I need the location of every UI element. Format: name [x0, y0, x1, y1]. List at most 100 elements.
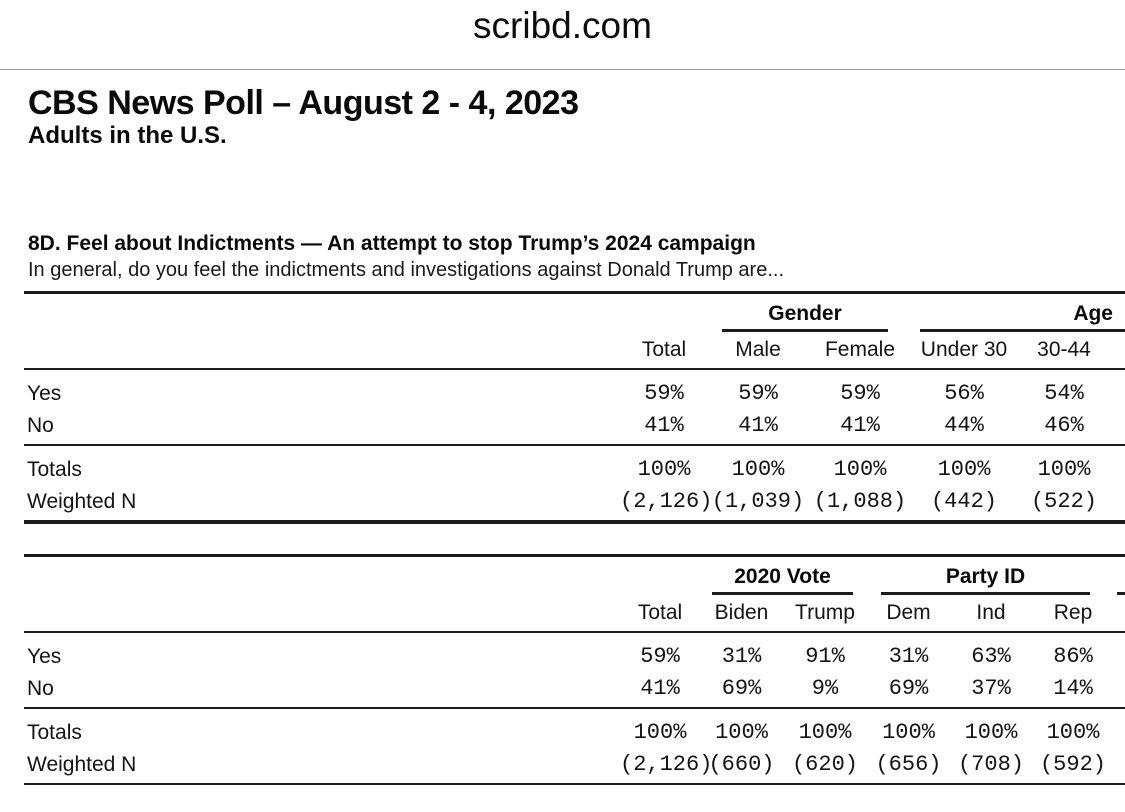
- column-header-under-30: Under 30: [920, 338, 1008, 361]
- value-cell: 63%: [971, 644, 1011, 669]
- summary-rule: [24, 444, 1125, 446]
- value-cell: 59%: [840, 381, 880, 406]
- value-cell: 100%: [731, 457, 785, 482]
- table-bottom-rule: [24, 783, 1125, 785]
- value-cell: 37%: [971, 676, 1011, 701]
- column-header-total: Total: [637, 601, 683, 624]
- row-label: Yes: [27, 382, 62, 405]
- value-cell: 44%: [944, 413, 984, 438]
- question-text: In general, do you feel the indictments …: [28, 259, 785, 281]
- table-top-rule: [24, 554, 1125, 557]
- group-header-2020-vote: 2020 Vote: [734, 565, 831, 588]
- value-cell: (2,126): [620, 752, 713, 777]
- value-cell: (660): [708, 752, 775, 777]
- group-header-party-id: Party ID: [945, 565, 1026, 588]
- poll-title: CBS News Poll – August 2 - 4, 2023: [28, 84, 579, 122]
- row-label: No: [27, 677, 54, 700]
- row-label: Weighted N: [27, 753, 137, 776]
- column-header-ind: Ind: [976, 601, 1006, 624]
- table-row-yes: Yes 59% 31% 91% 31% 63% 86%: [24, 641, 1125, 673]
- value-cell: 56%: [944, 381, 984, 406]
- poll-subtitle: Adults in the U.S.: [28, 122, 227, 149]
- header-rule: [24, 368, 1125, 370]
- value-cell: (656): [875, 752, 942, 777]
- summary-rows: Totals 100% 100% 100% 100% 100% Weighted…: [24, 446, 1125, 520]
- value-cell: 100%: [798, 720, 852, 745]
- answer-rows: Yes 59% 31% 91% 31% 63% 86% No 41% 69% 9…: [24, 633, 1125, 707]
- column-header-male: Male: [735, 338, 781, 361]
- table-row-no: No 41% 41% 41% 44% 46%: [24, 410, 1125, 442]
- table-row-totals: Totals 100% 100% 100% 100% 100% 100%: [24, 717, 1125, 749]
- value-cell: 100%: [715, 720, 768, 745]
- value-cell: 100%: [833, 457, 887, 482]
- value-cell: 59%: [738, 381, 778, 406]
- value-cell: 100%: [882, 720, 935, 745]
- value-cell: 100%: [1037, 457, 1091, 482]
- value-cell: 41%: [644, 413, 684, 438]
- value-cell: 54%: [1044, 381, 1084, 406]
- table-row-weighted-n: Weighted N (2,126) (1,039) (1,088) (442)…: [24, 486, 1125, 518]
- group-header-row: Gender Age: [24, 294, 1125, 332]
- value-cell: 59%: [640, 644, 680, 669]
- group-underline-2020-vote: [712, 592, 853, 595]
- value-cell: 31%: [721, 644, 762, 669]
- value-cell: 69%: [721, 676, 762, 701]
- row-label: Totals: [27, 458, 82, 481]
- row-label: No: [27, 414, 54, 437]
- value-cell: 41%: [840, 413, 880, 438]
- value-cell: 59%: [644, 381, 684, 406]
- value-cell: 100%: [637, 457, 691, 482]
- question-label: 8D. Feel about Indictments — An attempt …: [28, 232, 756, 255]
- group-underline-age: [920, 329, 1125, 332]
- value-cell: (522): [1030, 489, 1097, 514]
- column-header-rep: Rep: [1053, 601, 1093, 624]
- group-header-gender: Gender: [768, 302, 842, 325]
- group-underline-gender: [722, 329, 888, 332]
- header-rule: [24, 631, 1125, 633]
- value-cell: 91%: [805, 644, 845, 669]
- value-cell: (708): [957, 752, 1024, 777]
- column-header-30-44: 30-44: [1037, 338, 1091, 361]
- value-cell: 9%: [811, 676, 839, 701]
- value-cell: 100%: [1046, 720, 1100, 745]
- column-header-dem: Dem: [886, 601, 931, 624]
- column-header-trump: Trump: [795, 601, 855, 624]
- value-cell: (442): [930, 489, 997, 514]
- table-row-weighted-n: Weighted N (2,126) (660) (620) (656) (70…: [24, 749, 1125, 781]
- column-header-row: Total Biden Trump Dem Ind Rep: [24, 595, 1125, 631]
- value-cell: 86%: [1053, 644, 1093, 669]
- row-label: Totals: [27, 721, 82, 744]
- group-header-row: 2020 Vote Party ID: [24, 557, 1125, 595]
- value-cell: 41%: [640, 676, 680, 701]
- table-row-totals: Totals 100% 100% 100% 100% 100%: [24, 454, 1125, 486]
- value-cell: 100%: [937, 457, 991, 482]
- value-cell: 41%: [738, 413, 778, 438]
- table-bottom-rule: [24, 520, 1125, 524]
- table-row-no: No 41% 69% 9% 69% 37% 14%: [24, 673, 1125, 705]
- table-row-yes: Yes 59% 59% 59% 56% 54%: [24, 378, 1125, 410]
- value-cell: (1,088): [813, 489, 907, 514]
- answer-rows: Yes 59% 59% 59% 56% 54% No 41% 41% 41% 4…: [24, 370, 1125, 444]
- table-top-rule: [24, 291, 1125, 294]
- banner-divider: [0, 69, 1125, 70]
- value-cell: 31%: [888, 644, 929, 669]
- value-cell: (592): [1039, 752, 1106, 777]
- value-cell: 46%: [1044, 413, 1084, 438]
- summary-rows: Totals 100% 100% 100% 100% 100% 100% Wei…: [24, 709, 1125, 783]
- poll-table-vote-party: 2020 Vote Party ID Total Biden Trump Dem…: [24, 554, 1125, 785]
- row-label: Yes: [27, 645, 62, 668]
- group-header-age: Age: [1073, 302, 1113, 325]
- value-cell: 14%: [1053, 676, 1093, 701]
- group-underline-clipped: [1117, 592, 1125, 595]
- value-cell: (1,039): [711, 489, 805, 514]
- value-cell: (620): [791, 752, 858, 777]
- row-label: Weighted N: [27, 490, 137, 513]
- value-cell: 100%: [633, 720, 687, 745]
- value-cell: (2,126): [620, 489, 713, 514]
- value-cell: 100%: [964, 720, 1018, 745]
- summary-rule: [24, 707, 1125, 709]
- value-cell: 69%: [888, 676, 929, 701]
- column-header-female: Female: [824, 338, 896, 361]
- group-underline-party-id: [881, 592, 1090, 595]
